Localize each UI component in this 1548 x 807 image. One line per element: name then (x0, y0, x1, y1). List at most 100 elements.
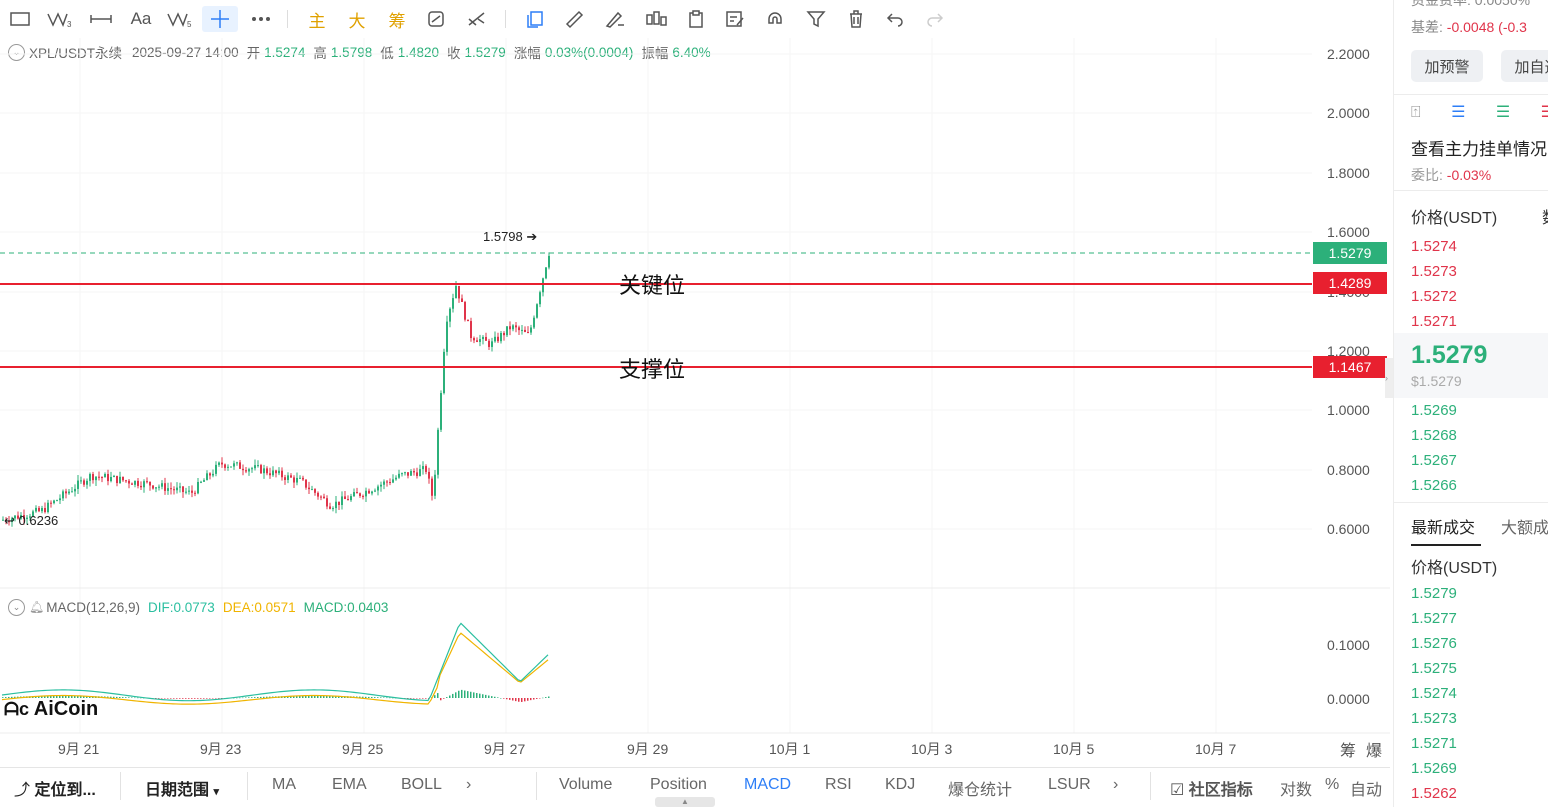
redo-icon[interactable] (924, 6, 946, 32)
kline-chart[interactable] (0, 38, 1390, 767)
candle-body (194, 492, 196, 494)
more-icon[interactable] (250, 6, 272, 32)
ask-row[interactable]: 1.5273 (1411, 263, 1457, 280)
liquidation-toggle-button[interactable]: 爆 (1366, 743, 1383, 760)
big-order-button[interactable]: 大 (348, 11, 366, 31)
chip-toggle-button[interactable]: 筹 (1340, 743, 1357, 760)
crosshair-icon[interactable] (202, 6, 238, 32)
x-axis-label: 10月 1 (769, 741, 811, 757)
ruler-icon[interactable] (563, 6, 585, 32)
main-force-button[interactable]: 主 (308, 11, 326, 31)
hide-drawing-icon[interactable] (466, 6, 488, 32)
clipboard-icon[interactable] (686, 6, 706, 32)
macd-bar (128, 697, 130, 698)
collapse-icon[interactable]: ⌄ (8, 43, 25, 61)
panel-toggle-icon[interactable]: › (1385, 358, 1393, 398)
candle-body (227, 466, 229, 468)
community-indicator-button[interactable]: ☑︎ 社区指标 (1170, 782, 1253, 799)
filter-icon[interactable] (805, 6, 827, 32)
magnet-icon[interactable] (764, 6, 786, 32)
chevron-right-icon[interactable]: › (1113, 776, 1119, 793)
candle-body (479, 339, 481, 342)
macd-bar (137, 697, 139, 699)
orderbook-bids-icon[interactable]: ☰ (1495, 104, 1511, 121)
macd-bar (308, 695, 310, 698)
bid-row[interactable]: 1.5269 (1411, 402, 1457, 419)
indicator-boll[interactable]: BOLL (401, 776, 442, 793)
horizontal-line-icon[interactable] (88, 6, 114, 32)
ask-row[interactable]: 1.5271 (1411, 313, 1457, 330)
bell-icon[interactable]: 🔔︎ (29, 600, 45, 614)
indicator-volume[interactable]: Volume (559, 776, 613, 793)
macd-bar (500, 698, 502, 699)
macd-bar (293, 695, 295, 698)
undo-icon[interactable] (884, 6, 906, 32)
indicator-lsur[interactable]: LSUR (1048, 776, 1091, 793)
right-panel: 资金费率: 0.0050% 基差: -0.0048 (-0.3 加预警 加自选 … (1393, 0, 1548, 807)
main-order-link[interactable]: 查看主力挂单情况 (1411, 140, 1547, 159)
macd-bar (392, 697, 394, 699)
trash-icon[interactable] (845, 6, 867, 32)
chevron-right-icon[interactable]: › (466, 776, 472, 793)
macd-bar (434, 695, 436, 698)
macd-bar (494, 696, 496, 698)
macd-bar (248, 697, 250, 698)
macd-bar (419, 698, 421, 699)
bid-row[interactable]: 1.5268 (1411, 427, 1457, 444)
log-scale-toggle[interactable]: 对数 (1280, 782, 1313, 799)
support-level-tag: 1.1467 (1313, 356, 1387, 378)
candle-body (44, 508, 46, 513)
add-alert-button[interactable]: 加预警 (1411, 50, 1483, 82)
sync-drawing-icon[interactable] (425, 6, 447, 32)
macd-bar (167, 698, 169, 699)
add-favorite-button[interactable]: 加自选 (1501, 50, 1548, 82)
tab-big-trades[interactable]: 大额成 (1501, 520, 1548, 537)
brush-icon[interactable] (603, 6, 627, 32)
macd-axis-label: 0.0000 (1327, 691, 1370, 707)
edit-note-icon[interactable] (724, 6, 746, 32)
tab-latest-trades[interactable]: 最新成交 (1411, 520, 1476, 537)
rectangle-tool-icon[interactable] (8, 6, 32, 32)
candlestick-icon[interactable] (644, 6, 668, 32)
ask-row[interactable]: 1.5272 (1411, 288, 1457, 305)
candle-body (518, 327, 520, 331)
orderbook-asks-icon[interactable]: ☰ (1541, 104, 1548, 121)
macd-bar (473, 692, 475, 698)
candle-body (155, 487, 157, 489)
text-tool-icon[interactable]: Aa (130, 9, 152, 28)
percent-toggle[interactable]: % (1325, 776, 1340, 793)
trade-row: 1.5274 (1411, 685, 1457, 702)
macd-bar (173, 698, 175, 699)
locate-button[interactable]: ⤴︎ 定位到... (14, 782, 96, 799)
copy-icon[interactable] (524, 6, 546, 32)
orderbook-popout-icon[interactable]: ⍐ (1411, 104, 1421, 121)
macd-bar (260, 696, 262, 698)
macd-bar (221, 698, 223, 699)
indicator-ema[interactable]: EMA (332, 776, 367, 793)
candle-body (434, 474, 436, 496)
chip-distribution-button[interactable]: 筹 (388, 11, 406, 31)
bid-row[interactable]: 1.5266 (1411, 477, 1457, 494)
separator (120, 772, 121, 800)
indicator-macd[interactable]: MACD (744, 776, 792, 793)
expand-handle[interactable]: ▲ (655, 797, 715, 807)
fibonacci-wave-icon[interactable]: 5 (166, 6, 196, 32)
candle-body (257, 465, 259, 467)
indicator-position[interactable]: Position (650, 776, 707, 793)
indicator-ma[interactable]: MA (272, 776, 296, 793)
candle-body (14, 515, 16, 519)
collapse-icon[interactable]: ⌄ (8, 598, 25, 616)
indicator-rsi[interactable]: RSI (825, 776, 852, 793)
separator (1150, 772, 1151, 800)
candle-body (134, 480, 136, 485)
indicator-liquidation[interactable]: 爆仓统计 (948, 782, 1013, 799)
bid-row[interactable]: 1.5267 (1411, 452, 1457, 469)
auto-scale-toggle[interactable]: 自动 (1350, 782, 1383, 799)
orderbook-both-icon[interactable]: ☰ (1451, 104, 1466, 121)
wave-tool-icon[interactable]: 3 (46, 6, 74, 32)
candle-body (173, 489, 175, 491)
ask-row[interactable]: 1.5274 (1411, 238, 1457, 255)
date-range-dropdown[interactable]: 日期范围 ▾ (145, 782, 219, 799)
candle-body (401, 473, 403, 475)
indicator-kdj[interactable]: KDJ (885, 776, 916, 793)
